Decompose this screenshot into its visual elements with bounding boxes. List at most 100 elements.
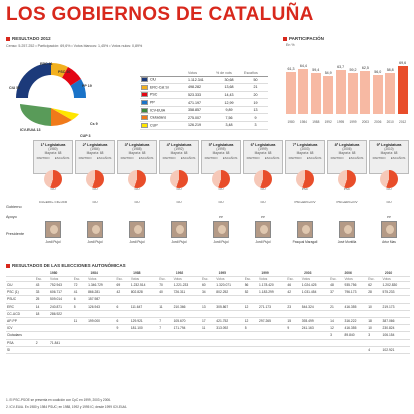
- results-seats: 50: [243, 76, 268, 85]
- history-cell: 606.717: [49, 288, 73, 297]
- history-sub-header: Esc.: [115, 276, 130, 282]
- history-cell: 230.824: [381, 324, 410, 333]
- history-cell: 305.867: [215, 303, 244, 311]
- history-cell: 102.921: [381, 346, 410, 354]
- party-logo-icon: [141, 84, 148, 90]
- results-party-name: ICV-EUiA: [150, 108, 166, 113]
- history-cell: [72, 324, 88, 333]
- history-cell: [72, 339, 88, 347]
- history-cell: 802.252: [215, 288, 244, 297]
- history-cell: 802.828: [129, 288, 159, 297]
- history-cell: [34, 324, 50, 333]
- history-table: 1980 1984 1988 1992 1995 1999 2003 2006 2010 Esc.…: [6, 270, 410, 354]
- history-year-row: 1980 1984 1988 1992 1995 1999 2003 2006 2010: [6, 270, 410, 277]
- history-cell: 14: [34, 303, 50, 311]
- legislature-card: 9ª Legislatura (2010) Mayoría: 68 PARTIDO ES…: [369, 140, 409, 174]
- legislature-name: 6ª Legislatura: [250, 143, 276, 147]
- history-row: PSA 2 71.841: [6, 339, 410, 347]
- legislature-years: (2003): [300, 147, 310, 151]
- participation-year-label: 1984: [299, 120, 307, 124]
- legislature-card: 5ª Legislatura (1995) Mayoría: 68 PARTIDO ES…: [201, 140, 241, 174]
- hemicycle-label-icv: ICV-EUiA 13: [20, 128, 41, 132]
- president-photo: [171, 221, 187, 238]
- history-cell: [343, 346, 368, 354]
- history-cell: 752.943: [49, 281, 73, 290]
- hemicycle-label-erc: ERC 21: [40, 62, 53, 66]
- results-party-name: PSC: [150, 92, 158, 97]
- results-header-votes: Votos: [187, 70, 215, 77]
- participation-value-label: 58,8: [386, 68, 394, 73]
- president-photo: [381, 221, 397, 238]
- legislature-years: (1988): [132, 147, 142, 151]
- history-cell: [87, 324, 116, 333]
- legislature-government: PSC+ERC+ICV: [294, 200, 316, 204]
- history-cell: [172, 339, 201, 347]
- history-cell: 40: [158, 288, 173, 297]
- history-year: 2003: [286, 270, 330, 277]
- results-pct: 9,89: [214, 106, 244, 115]
- participation-bar: [310, 72, 321, 114]
- participation-value-label: 56,0: [374, 70, 382, 75]
- history-cell: [286, 339, 301, 347]
- legislature-cols: PARTIDO ESCAÑOS: [160, 156, 198, 160]
- legislature-government: CiU: [260, 200, 266, 204]
- history-row: Ciutadans 3 89.840 3 106.154: [6, 331, 410, 340]
- history-row: AP-PP 11 199.000 6 129.921 7 105.670 17 421.752 1…: [6, 317, 410, 326]
- history-cell: [381, 339, 410, 347]
- legislature-majority: Mayoría: 68: [212, 151, 230, 155]
- legislature-years: (1992): [174, 147, 184, 151]
- history-cell: 416.355: [343, 303, 368, 311]
- history-cell: [129, 331, 159, 340]
- hemicycle-label-ciu: CiU 50: [9, 86, 21, 90]
- hemicycle-label-pp: PP 19: [82, 84, 92, 88]
- results-seats: 9: [243, 113, 268, 123]
- party-logo-icon: [141, 115, 148, 121]
- history-cell: [381, 310, 410, 318]
- results-row: CiU 1.112.341 30,68 50: [140, 76, 268, 85]
- legislature-cols: PARTIDO ESCAÑOS: [286, 156, 324, 160]
- history-cell: 52: [243, 288, 259, 297]
- legislature-support: PP: [218, 215, 223, 219]
- history-cell: 6: [72, 295, 88, 304]
- history-party: SI: [6, 346, 35, 354]
- legislature-pie: [44, 170, 62, 188]
- results-header-pct: % de vots: [214, 70, 244, 77]
- history-cell: [381, 295, 410, 304]
- history-cell: [329, 339, 344, 347]
- legislature-card: 6ª Legislatura (1999) Mayoría: 68 PARTIDO ES…: [243, 140, 283, 174]
- history-party: AP-PP: [6, 317, 35, 326]
- history-cell: 56: [243, 281, 259, 290]
- history-cell: 3: [329, 331, 344, 340]
- results-seats: 20: [243, 91, 268, 100]
- history-cell: 41: [72, 288, 88, 297]
- participation-value-label: 69,6: [399, 60, 407, 65]
- history-cell: 12: [243, 317, 259, 326]
- history-cell: 42: [286, 288, 301, 297]
- history-cell: 297.265: [258, 317, 287, 326]
- president-name: José Montilla: [337, 240, 357, 244]
- history-cell: [200, 310, 216, 318]
- legis-seats-label: ESCAÑOS: [138, 156, 154, 160]
- results-party-name: CUP: [150, 123, 158, 128]
- history-cell: 6: [115, 303, 130, 311]
- history-cell: [329, 310, 344, 318]
- history-party: Ciutadans: [6, 331, 35, 340]
- history-cell: 7: [158, 317, 173, 326]
- history-cell: [172, 346, 201, 354]
- legislature-cols: PARTIDO ESCAÑOS: [328, 156, 366, 160]
- results-seats: 3: [243, 121, 268, 130]
- history-cell: 2: [34, 339, 50, 347]
- history-cell: 28: [367, 288, 382, 297]
- bullet-icon: [283, 36, 287, 41]
- history-sub-header: Votos: [129, 276, 159, 282]
- legis-row-label-support: Apoyo: [6, 215, 17, 219]
- president-name: Pasqual Maragall: [292, 240, 318, 244]
- legislature-government: CiU: [92, 200, 98, 204]
- history-cell: [158, 339, 173, 347]
- history-cell: 210.366: [172, 303, 201, 311]
- history-cell: [343, 339, 368, 347]
- history-year: 1988: [115, 270, 159, 277]
- legislature-name: 7ª Legislatura: [292, 143, 318, 147]
- history-cell: [129, 295, 159, 304]
- history-cell: [158, 295, 173, 304]
